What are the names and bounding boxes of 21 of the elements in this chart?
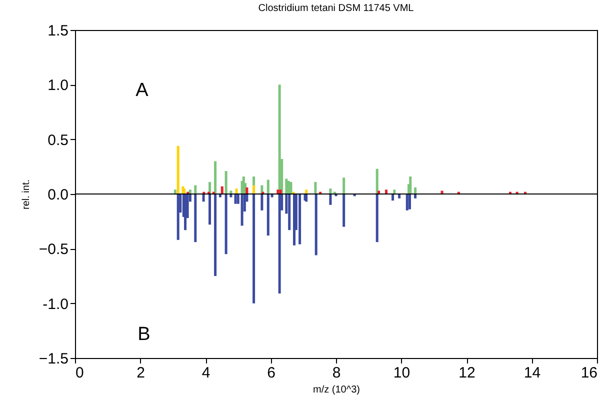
x-tick-label: 4 (202, 364, 210, 382)
x-tick-label: 16 (580, 364, 598, 382)
annotation: B (138, 324, 150, 345)
x-tick-label: 10 (393, 364, 410, 382)
y-tick-label: −1.5 (38, 350, 68, 368)
annotation: A (136, 80, 149, 101)
y-tick-label: -1.0 (42, 296, 68, 313)
y-tick-label: 1.5 (48, 22, 68, 40)
x-tick-label: 12 (458, 364, 476, 382)
x-tick-label: 2 (136, 364, 145, 382)
y-tick-label: −0.5 (38, 241, 68, 258)
x-tick-label: 0 (76, 364, 84, 382)
x-tick-label: 8 (332, 364, 341, 382)
x-tick-label: 6 (267, 364, 276, 382)
y-tick-label: 1.0 (48, 77, 68, 94)
x-tick-label: 14 (524, 364, 541, 382)
x-axis-title: m/z (10^3) (313, 384, 360, 396)
y-tick-label: 0.0 (48, 186, 68, 204)
y-tick-label: 0.5 (48, 132, 68, 149)
y-axis-title: rel. int. (20, 179, 32, 210)
chart-title: Clostridium tetani DSM 11745 VML (258, 3, 414, 14)
